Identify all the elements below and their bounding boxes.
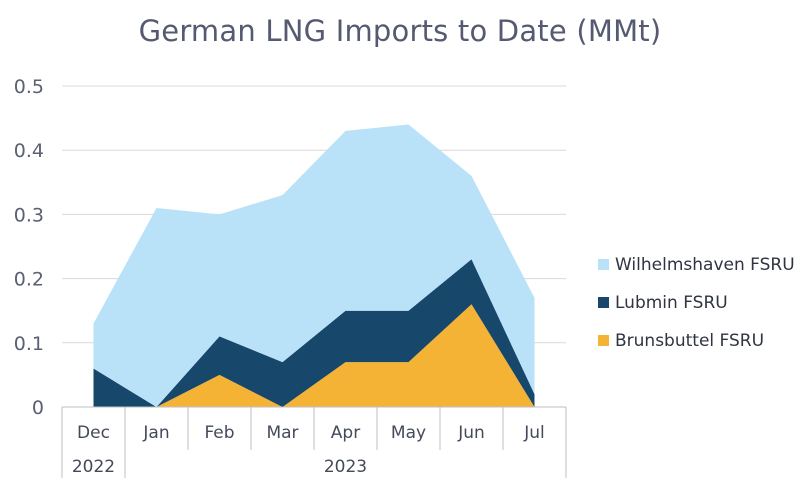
chart-title: German LNG Imports to Date (MMt) xyxy=(138,14,662,48)
area-brunsbuttel-fsru xyxy=(93,304,535,407)
y-tick-label: 0.3 xyxy=(14,204,44,226)
x-tick-label: Mar xyxy=(266,423,298,443)
legend-swatch xyxy=(598,335,609,346)
legend-label: Wilhelmshaven FSRU xyxy=(615,255,795,275)
y-axis: 0 0.1 0.2 0.3 0.4 0.5 xyxy=(14,76,44,419)
x-tick-label: Jan xyxy=(142,423,169,443)
x-axis: Dec Jan Feb Mar Apr May Jun Jul 2022 2023 xyxy=(61,406,567,478)
x-tick-label: May xyxy=(391,423,426,443)
y-tick-label: 0.4 xyxy=(14,140,44,162)
x-tick-label: Jul xyxy=(523,423,545,443)
legend-swatch xyxy=(598,259,609,270)
area-wilhelmshaven-fsru xyxy=(93,124,535,407)
legend: Wilhelmshaven FSRU Lubmin FSRU Brunsbuttel… xyxy=(598,255,795,351)
x-tick-label: Feb xyxy=(204,423,234,443)
x-group-label: 2022 xyxy=(72,457,115,477)
area-series xyxy=(93,124,535,407)
y-tick-label: 0 xyxy=(32,397,44,419)
x-tick-label: Apr xyxy=(331,423,360,443)
legend-label: Lubmin FSRU xyxy=(615,293,728,313)
x-tick-label: Jun xyxy=(457,423,485,443)
x-tick-label: Dec xyxy=(77,423,110,443)
x-group-label: 2023 xyxy=(324,457,367,477)
area-lubmin-fsru xyxy=(93,259,535,407)
y-tick-label: 0.5 xyxy=(14,76,44,98)
y-tick-label: 0.1 xyxy=(14,333,44,355)
legend-swatch xyxy=(598,297,609,308)
legend-label: Brunsbuttel FSRU xyxy=(615,331,764,351)
y-tick-label: 0.2 xyxy=(14,269,44,291)
